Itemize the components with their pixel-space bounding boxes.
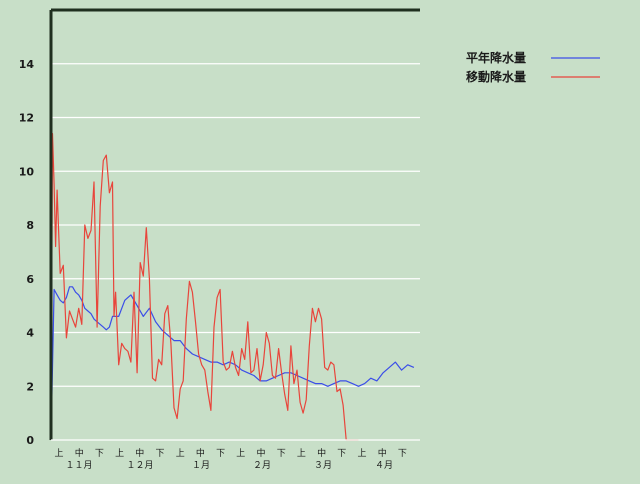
y-tick-label: 8 <box>26 219 34 232</box>
x-dekad-tick-label: 上 <box>236 448 245 459</box>
y-tick-labels: 0 2 4 6 8 10 12 14 <box>19 58 35 447</box>
series-moving-precipitation-line <box>50 133 359 441</box>
y-tick-label: 12 <box>19 112 34 125</box>
y-tick-label: 6 <box>26 273 34 286</box>
x-month-label: ３月 <box>314 460 332 471</box>
x-month-label: １１月 <box>65 460 92 471</box>
y-tick-label: 10 <box>19 165 35 178</box>
legend-label: 平年降水量 <box>466 50 526 65</box>
y-tick-label: 4 <box>26 327 34 340</box>
x-dekad-tick-label: 下 <box>337 449 346 459</box>
x-dekad-tick-label: 上 <box>115 448 124 459</box>
x-month-label: ２月 <box>253 460 271 471</box>
x-dekad-tick-label: 下 <box>277 449 286 459</box>
x-dekad-tick-label: 下 <box>95 449 104 459</box>
legend-label: 移動降水量 <box>466 69 526 84</box>
x-month-label: １２月 <box>126 460 153 471</box>
x-dekad-tick-label: 上 <box>54 448 63 459</box>
x-dekad-tick-label: 中 <box>378 447 387 459</box>
x-month-label: １月 <box>192 460 210 471</box>
x-dekad-tick-label: 中 <box>317 447 326 459</box>
x-dekad-tick-label: 上 <box>297 448 306 459</box>
series-normal-precipitation-line <box>50 286 415 441</box>
x-dekad-tick-label: 中 <box>256 447 265 459</box>
axes <box>49 8 420 441</box>
x-dekad-tick-label: 中 <box>196 447 205 459</box>
x-dekad-tick-label: 中 <box>75 447 84 459</box>
x-month-label: ４月 <box>375 460 393 471</box>
x-tick-labels: 上中下上中下上中下上中下上中下上中下１１月 １２月 １月 ２月 ３月 ４月 <box>54 447 406 471</box>
y-tick-label: 14 <box>19 58 35 71</box>
series-lines <box>50 133 415 441</box>
grid-lines <box>51 63 420 387</box>
x-dekad-tick-label: 下 <box>398 449 407 459</box>
x-dekad-tick-label: 上 <box>176 448 185 459</box>
y-tick-label: 0 <box>26 434 34 447</box>
x-dekad-tick-label: 下 <box>155 449 164 459</box>
x-dekad-tick-label: 中 <box>135 447 144 459</box>
y-tick-label: 2 <box>26 380 34 393</box>
x-dekad-tick-label: 上 <box>357 448 366 459</box>
x-dekad-tick-label: 下 <box>216 449 225 459</box>
